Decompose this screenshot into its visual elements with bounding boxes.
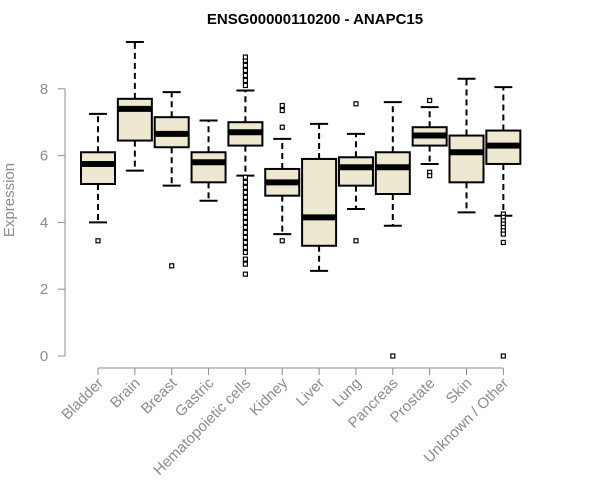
outlier-point <box>242 77 248 84</box>
outlier-point <box>242 244 248 251</box>
box-liver <box>301 122 338 272</box>
box-bladder <box>80 112 116 244</box>
outlier-point <box>242 249 248 256</box>
box-hematopoietic-cells <box>227 54 264 277</box>
x-category-label: Kidney <box>247 374 292 419</box>
outlier-point <box>500 239 506 246</box>
outlier-point <box>242 184 248 190</box>
outlier-point <box>242 204 248 210</box>
outlier-point <box>279 238 285 244</box>
outlier-point <box>242 224 248 231</box>
y-tick-label: 8 <box>40 81 48 98</box>
y-tick-label: 0 <box>40 348 48 365</box>
outlier-point <box>353 101 359 107</box>
outlier-point <box>242 174 248 180</box>
outlier-point <box>242 261 248 267</box>
iqr-box <box>80 151 116 185</box>
box-prostate <box>411 97 448 179</box>
y-tick-label: 6 <box>40 148 48 165</box>
outlier-point <box>242 82 248 89</box>
outlier-point <box>279 102 285 109</box>
box-unknown-other <box>485 86 522 359</box>
outlier-point <box>169 263 175 269</box>
box-lung <box>337 101 374 244</box>
outlier-point <box>427 97 433 104</box>
box-gastric <box>190 119 227 202</box>
iqr-box <box>374 151 411 196</box>
box-brain <box>116 41 153 172</box>
outlier-point <box>242 239 248 246</box>
outlier-point <box>500 231 506 237</box>
x-category-label: Liver <box>293 375 328 410</box>
outlier-point <box>242 199 248 205</box>
x-category-label: Skin <box>443 375 476 408</box>
iqr-box <box>116 97 153 142</box>
outlier-point <box>390 353 396 359</box>
plot-area <box>80 41 522 359</box>
outlier-point <box>242 214 248 220</box>
iqr-box <box>448 134 485 184</box>
y-axis: 0 2 4 6 8 <box>40 81 66 365</box>
outlier-point <box>242 72 248 79</box>
iqr-box <box>337 156 374 187</box>
outlier-point <box>242 194 248 200</box>
iqr-box <box>301 157 338 247</box>
box-breast <box>153 91 190 269</box>
outlier-point <box>500 353 506 359</box>
iqr-box <box>190 151 227 184</box>
outlier-point <box>427 173 433 179</box>
chart-title: ENSG00000110200 - ANAPC15 <box>207 11 423 28</box>
outlier-point <box>95 238 101 244</box>
y-axis-label: Expression <box>1 163 18 237</box>
outlier-point <box>242 271 248 277</box>
outlier-point <box>279 107 285 114</box>
outlier-point <box>242 219 248 225</box>
outlier-point <box>242 189 248 195</box>
x-category-label: Bladder <box>58 375 107 424</box>
outlier-point <box>242 62 248 69</box>
y-tick-label: 4 <box>40 214 48 231</box>
outlier-point <box>242 229 248 236</box>
outlier-point <box>242 256 248 262</box>
outlier-point <box>242 234 248 241</box>
outlier-point <box>353 238 359 244</box>
box-skin <box>448 77 485 214</box>
outlier-point <box>279 124 285 130</box>
y-tick-label: 2 <box>40 281 48 298</box>
outlier-point <box>242 179 248 185</box>
box-kidney <box>264 102 301 244</box>
outlier-point <box>242 209 248 215</box>
outlier-point <box>242 67 248 74</box>
box-pancreas <box>374 101 411 359</box>
outlier-point <box>242 54 248 60</box>
